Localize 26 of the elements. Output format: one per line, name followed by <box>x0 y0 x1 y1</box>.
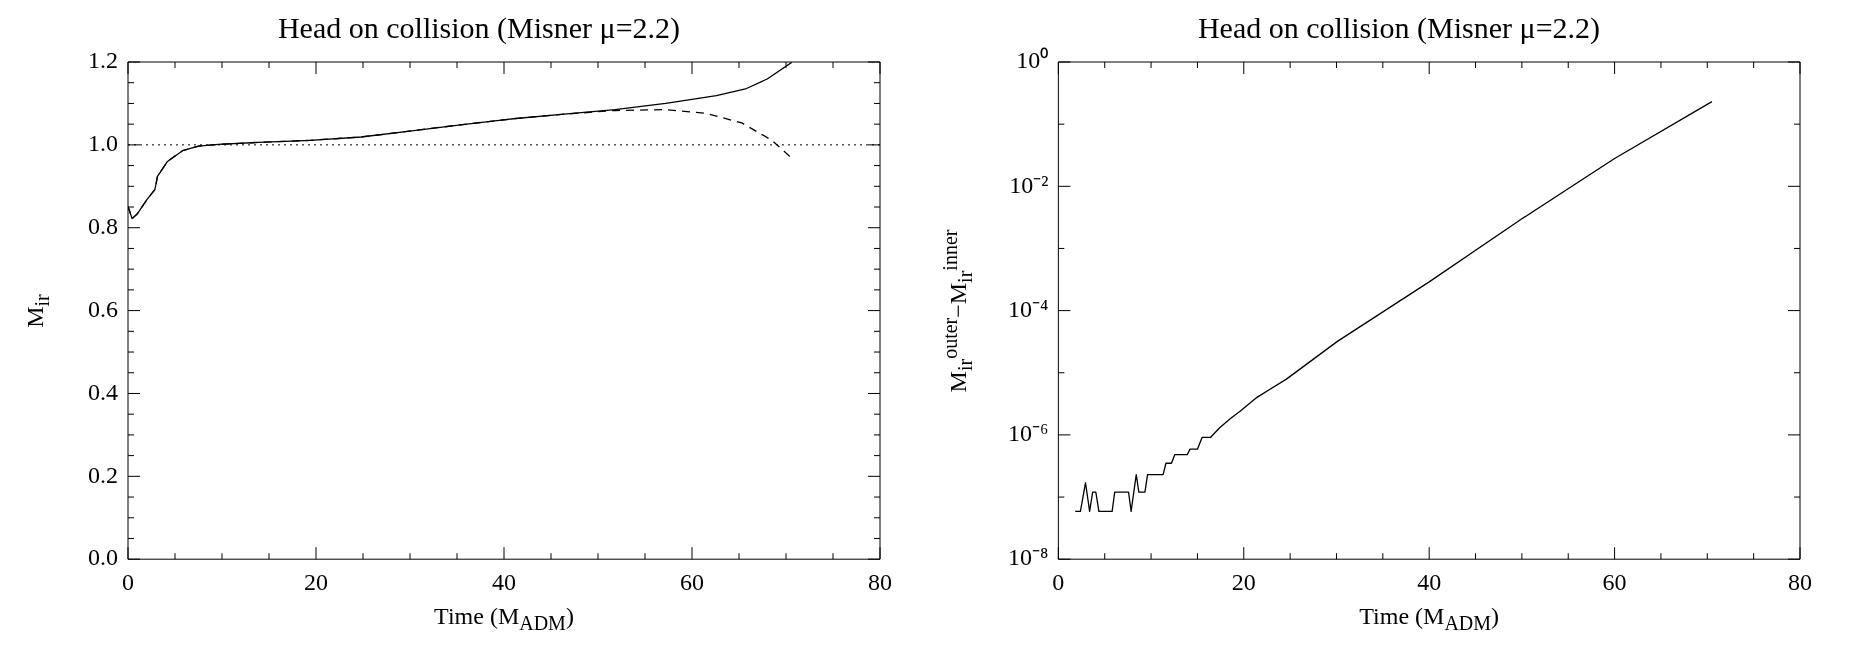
y-tick-label: 10⁰ <box>1016 47 1049 74</box>
x-tick-label: 0 <box>122 568 134 595</box>
y-tick-label: 0.2 <box>88 461 118 488</box>
x-tick-label: 60 <box>680 568 704 595</box>
x-tick-label: 20 <box>304 568 328 595</box>
x-tick-label: 60 <box>1602 568 1627 595</box>
y-tick-label: 0.0 <box>88 544 118 571</box>
y-tick-label: 10⁻⁶ <box>1007 420 1049 447</box>
chart-title: Head on collision (Misner μ=2.2) <box>1197 10 1601 45</box>
y-tick-label: 10⁻² <box>1009 171 1049 198</box>
x-tick-label: 0 <box>1052 568 1065 595</box>
y-tick-label: 1.0 <box>88 130 118 157</box>
y-tick-label: 0.4 <box>88 378 118 405</box>
y-tick-label: 0.6 <box>88 295 118 322</box>
x-tick-label: 80 <box>1788 568 1812 595</box>
x-axis-title: Time (M$_{ADM}$) <box>434 603 574 635</box>
y-tick-label: 0.8 <box>88 213 118 240</box>
x-tick-label: 80 <box>868 568 892 595</box>
chart-title: Head on collision (Misner μ=2.2) <box>277 10 681 45</box>
x-tick-label: 40 <box>1417 568 1442 595</box>
x-tick-label: 40 <box>492 568 516 595</box>
y-tick-label: 10⁻⁴ <box>1007 295 1049 322</box>
x-tick-label: 20 <box>1231 568 1256 595</box>
x-axis-title: Time (M$_{ADM}$) <box>1359 603 1500 635</box>
y-tick-label: 1.2 <box>88 47 118 74</box>
y-tick-label: 10⁻⁸ <box>1007 544 1049 571</box>
